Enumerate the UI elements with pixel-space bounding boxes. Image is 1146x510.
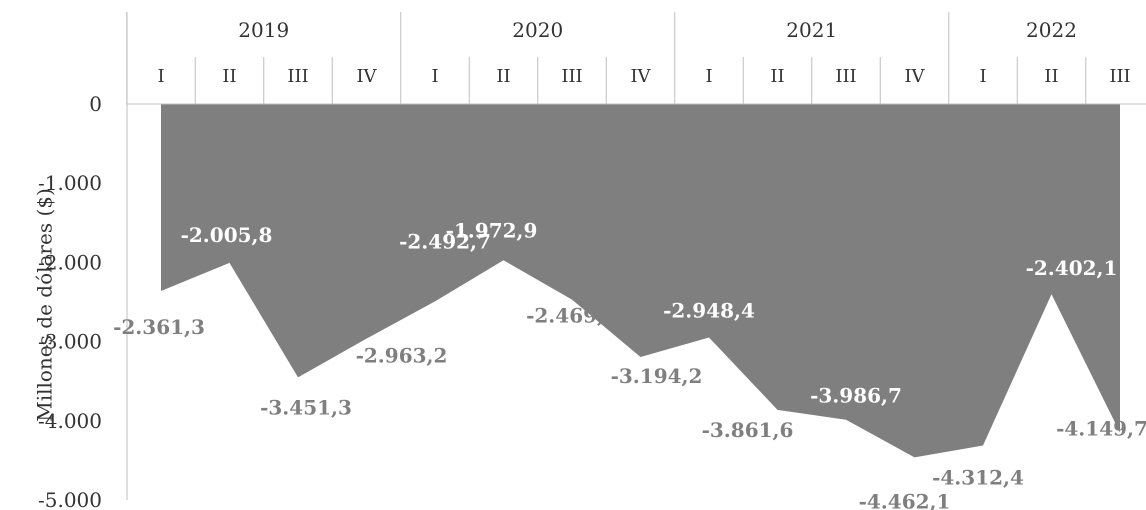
data-label: -2.492,7	[399, 229, 491, 253]
quarter-label: IV	[630, 66, 651, 87]
year-label: 2019	[238, 18, 289, 42]
data-label: -2.469,7	[526, 304, 618, 328]
data-label: -4.462,1	[859, 489, 951, 510]
y-tick-label: -5.000	[38, 488, 102, 510]
y-tick-label: -1.000	[38, 171, 102, 195]
quarter-label: III	[287, 66, 308, 87]
y-tick-label: -4.000	[38, 409, 102, 433]
y-axis: 0 -1.000 -2.000 -3.000 -4.000 -5.000	[38, 12, 1146, 510]
quarter-label: II	[222, 66, 236, 87]
data-labels: -2.361,3 -2.005,8 -3.451,3 -2.963,2 -2.492,7…	[113, 218, 1146, 510]
data-label: -2.402,1	[1026, 256, 1118, 280]
year-label: 2020	[512, 18, 563, 42]
data-label: -2.005,8	[181, 223, 273, 247]
y-tick-label: -3.000	[38, 330, 102, 354]
quarter-label: II	[496, 66, 510, 87]
quarter-label: I	[157, 66, 164, 87]
quarter-label: II	[770, 66, 784, 87]
data-label: -4.149,7	[1056, 417, 1146, 441]
quarter-label: III	[1109, 66, 1130, 87]
quarter-label: III	[561, 66, 582, 87]
data-label: -4.312,4	[932, 466, 1024, 490]
quarter-label: IV	[904, 66, 925, 87]
quarter-label: IV	[356, 66, 377, 87]
data-label: -3.451,3	[260, 395, 352, 419]
data-label: -1.972,9	[446, 218, 538, 242]
data-label: -2.361,3	[113, 315, 205, 339]
y-axis-title: Millones de dólares ($)	[33, 188, 57, 422]
quarter-label: III	[835, 66, 856, 87]
quarter-label: I	[705, 66, 712, 87]
data-label: -2.963,2	[356, 344, 448, 368]
data-label: -2.948,4	[663, 299, 755, 323]
year-label: 2021	[786, 18, 837, 42]
quarter-label: I	[979, 66, 986, 87]
category-grid	[126, 12, 1087, 104]
quarter-label: I	[431, 66, 438, 87]
y-tick-label: -2.000	[38, 250, 102, 274]
area-series	[161, 104, 1120, 458]
plot-area	[161, 104, 1120, 458]
y-tick-label: 0	[89, 92, 102, 116]
data-label: -3.194,2	[611, 364, 703, 388]
data-label: -3.986,7	[810, 384, 902, 408]
year-label: 2022	[1026, 18, 1077, 42]
data-label: -3.861,6	[702, 418, 794, 442]
quarter-label: II	[1044, 66, 1058, 87]
